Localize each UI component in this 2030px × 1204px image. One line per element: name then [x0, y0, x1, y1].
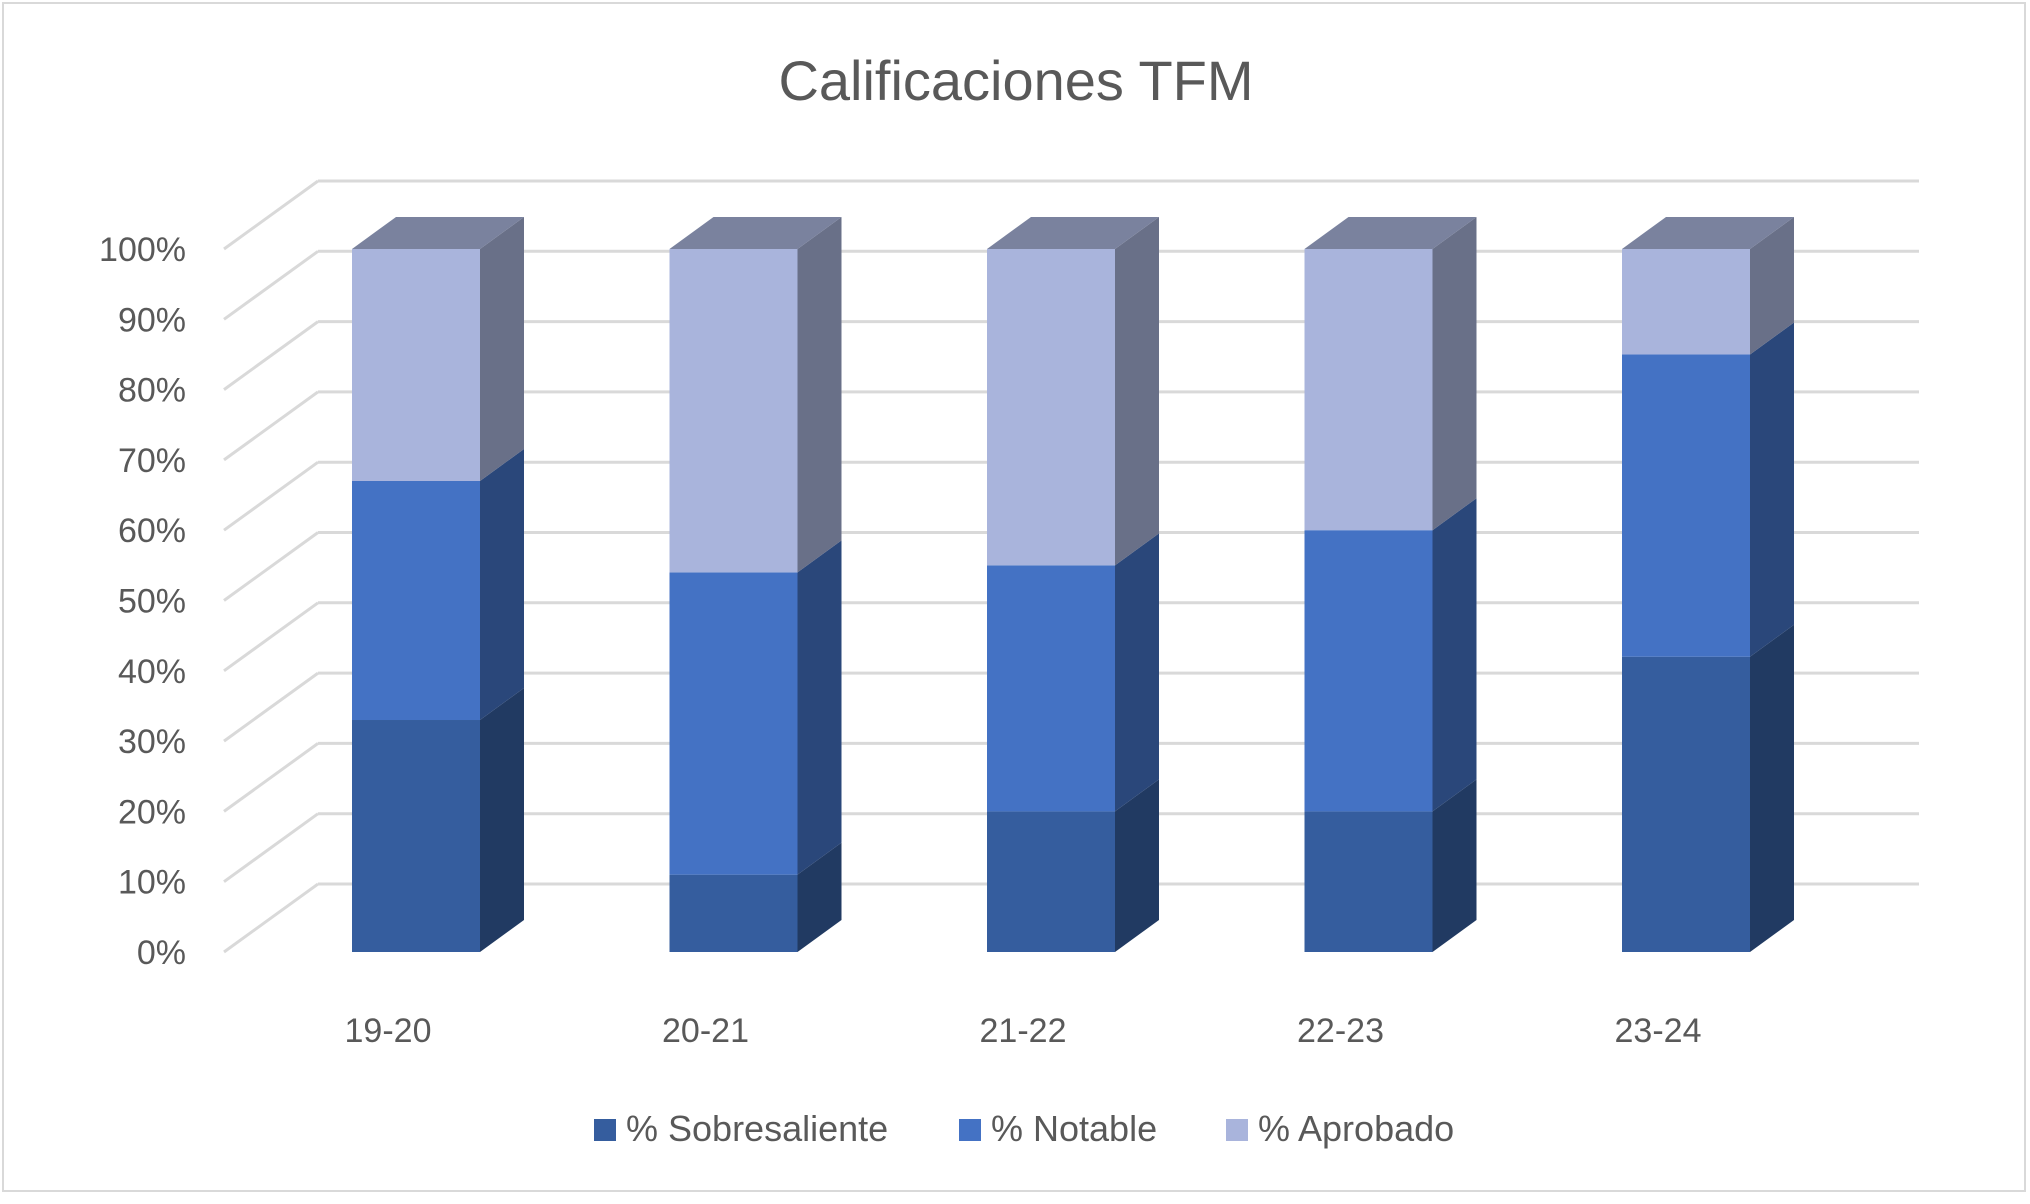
- y-tick-label: 100%: [99, 231, 186, 269]
- bar-segment: [1622, 249, 1750, 355]
- bar-segment-side: [480, 448, 524, 721]
- bar-segment-side: [797, 540, 842, 875]
- bar-segment-side: [1432, 498, 1477, 812]
- chart-title: Calificaciones TFM: [778, 49, 1253, 112]
- bar-top: [987, 217, 1159, 249]
- bar-segment: [352, 480, 480, 721]
- bar-top: [669, 217, 842, 249]
- y-tick-label: 40%: [118, 653, 186, 691]
- bar-segment-side: [797, 217, 842, 573]
- x-tick-label: 22-23: [1297, 1012, 1384, 1050]
- bar-segment: [1622, 656, 1750, 952]
- gridline-diagonal: [223, 320, 319, 391]
- gridline-diagonal: [223, 882, 319, 954]
- y-tick-label: 50%: [118, 583, 186, 621]
- y-axis-tick-labels: 0% 10% 20% 30% 40% 50% 60% 70% 80% 90% 100%: [99, 231, 186, 972]
- legend-item: % Notable: [959, 1108, 1157, 1149]
- bars: [352, 217, 1794, 952]
- legend-swatch: [959, 1119, 981, 1141]
- bar-segment: [987, 249, 1115, 566]
- bar-stack-23-24: [1622, 217, 1794, 952]
- bar-segment-side: [1432, 779, 1477, 952]
- y-tick-label: 20%: [118, 793, 186, 831]
- bar-segment: [669, 572, 798, 875]
- bar-segment-side: [1432, 217, 1477, 531]
- bar-stack-19-20: [352, 217, 524, 952]
- legend-item: % Sobresaliente: [594, 1108, 888, 1149]
- x-tick-label: 20-21: [662, 1012, 749, 1050]
- gridline-diagonal: [223, 601, 319, 673]
- y-tick-label: 10%: [118, 864, 186, 902]
- bar-segment: [352, 720, 480, 952]
- bar-top: [352, 217, 524, 249]
- gridline-diagonal: [223, 390, 319, 462]
- x-tick-label: 19-20: [345, 1012, 432, 1050]
- gridline-diagonal: [223, 812, 319, 883]
- legend-label: % Aprobado: [1258, 1108, 1454, 1149]
- bar-segment: [669, 249, 798, 573]
- bar-segment: [1304, 811, 1433, 952]
- bar-segment-side: [1115, 217, 1159, 566]
- y-tick-label: 70%: [118, 442, 186, 480]
- y-tick-label: 30%: [118, 723, 186, 761]
- bar-top: [1622, 217, 1794, 249]
- bar-segment-side: [480, 688, 524, 952]
- gridline-diagonal: [223, 250, 319, 321]
- x-tick-label: 21-22: [980, 1012, 1067, 1050]
- gridline-diagonal: [223, 460, 319, 532]
- x-tick-label: 23-24: [1615, 1012, 1702, 1050]
- bar-stack-22-23: [1304, 217, 1477, 952]
- gridline-diagonal: [223, 531, 319, 602]
- y-tick-label: 90%: [118, 301, 186, 339]
- gridline-diagonal: [223, 742, 319, 813]
- bar-segment: [352, 249, 480, 481]
- gridline-diagonal: [223, 671, 319, 743]
- legend-label: % Sobresaliente: [626, 1108, 888, 1149]
- bar-segment-side: [1750, 217, 1794, 355]
- bar-segment: [987, 811, 1115, 952]
- bar-segment-side: [480, 217, 524, 481]
- legend-swatch: [594, 1119, 616, 1141]
- bar-segment: [1622, 354, 1750, 657]
- bar-segment: [669, 874, 798, 952]
- x-axis-tick-labels: 19-20 20-21 21-22 22-23 23-24: [345, 1012, 1702, 1050]
- legend-label: % Notable: [991, 1108, 1157, 1149]
- bar-stack-20-21: [669, 217, 842, 952]
- gridline-diagonal: [223, 179, 319, 251]
- bar-segment-side: [1750, 624, 1794, 952]
- bar-segment-side: [1115, 533, 1159, 812]
- bar-segment-side: [797, 842, 842, 952]
- bar-segment: [1304, 249, 1433, 531]
- legend-item: % Aprobado: [1226, 1108, 1454, 1149]
- legend-swatch: [1226, 1119, 1248, 1141]
- bar-top: [1304, 217, 1477, 249]
- chart-svg: Calificaciones TFM 0% 10% 20% 30% 40% 50% 60% 7…: [99, 49, 1919, 1149]
- bar-segment: [1304, 530, 1433, 812]
- y-tick-label: 60%: [118, 512, 186, 550]
- bar-segment-side: [1115, 779, 1159, 952]
- y-tick-label: 80%: [118, 372, 186, 410]
- bar-stack-21-22: [987, 217, 1159, 952]
- y-tick-label: 0%: [137, 934, 186, 972]
- bar-segment: [987, 565, 1115, 812]
- legend: % Sobresaliente % Notable % Aprobado: [594, 1108, 1454, 1149]
- bar-segment-side: [1750, 322, 1794, 657]
